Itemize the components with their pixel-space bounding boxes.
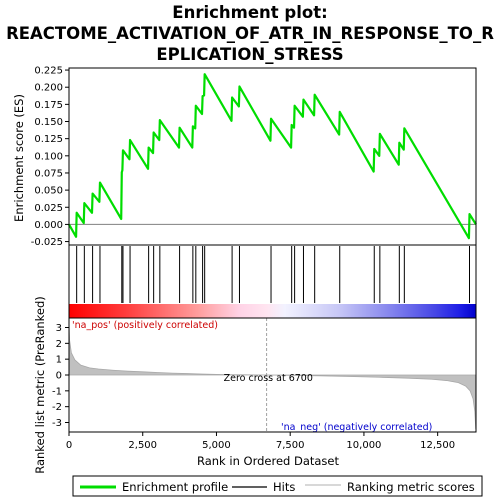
metric-tick-label: -3 [52,418,62,429]
metric-tick-label: 0 [56,371,62,382]
chart-title-line-3: EPLICATION_STRESS [156,45,343,64]
metric-tick-label: 1 [56,355,62,366]
legend-label-enrichment: Enrichment profile [122,480,228,494]
legend-label-metric: Ranking metric scores [347,480,475,494]
metric-panel-frame [68,317,477,433]
metric-tick-label: -2 [52,402,62,413]
zero-cross-label: Zero cross at 6700 [224,373,313,384]
es-tick-label: 0.100 [34,151,63,162]
pos-correlated-label: 'na_pos' (positively correlated) [72,320,218,331]
es-tick-label: 0.000 [34,220,63,231]
es-tick-label: 0.175 [34,100,63,111]
hits-panel [68,244,477,319]
x-tick-label: 12,500 [420,440,455,451]
metric-tick-label: -1 [52,386,62,397]
es-tick-label: 0.050 [34,186,63,197]
x-axis-label: Rank in Ordered Dataset [197,454,340,468]
enrichment-profile-line [68,73,477,240]
legend: Enrichment profile Hits Ranking metric s… [72,475,483,497]
legend-label-hits: Hits [273,480,295,494]
x-tick-label: 2,500 [128,440,157,451]
es-panel: -0.025 0.000 0.025 0.050 0.075 0.100 0.125 0.15… [31,66,477,248]
ranking-metric-area [68,321,477,429]
es-y-axis-label: Enrichment score (ES) [12,94,26,222]
es-tick-label: 0.150 [34,117,63,128]
x-tick-label: 5,000 [202,440,231,451]
es-tick-label: 0.025 [34,203,63,214]
metric-tick-label: 2 [56,339,62,350]
x-tick-label: 7,500 [276,440,305,451]
legend-box [72,475,483,497]
es-tick-label: 0.075 [34,168,63,179]
es-tick-label: 0.200 [34,83,63,94]
es-tick-label: 0.225 [34,66,63,77]
es-tick-label: -0.025 [31,237,63,248]
chart-title-line-1: Enrichment plot: [172,3,327,22]
chart-title-line-2: REACTOME_ACTIVATION_OF_ATR_IN_RESPONSE_T… [6,24,494,43]
metric-tick-label: 3 [56,323,62,334]
metric-panel: -3 -2 -1 0 1 2 3 0 2,500 5,000 7,500 10,000 12,500 'n… [52,317,477,451]
neg-correlated-label: 'na_neg' (negatively correlated) [281,422,432,433]
es-tick-label: 0.125 [34,134,63,145]
rank-color-bar [69,304,476,318]
es-plot-area [69,68,476,245]
x-tick-label: 10,000 [346,440,381,451]
metric-y-axis-label: Ranked list metric (PreRanked) [33,296,47,474]
x-tick-label: 0 [66,440,72,451]
